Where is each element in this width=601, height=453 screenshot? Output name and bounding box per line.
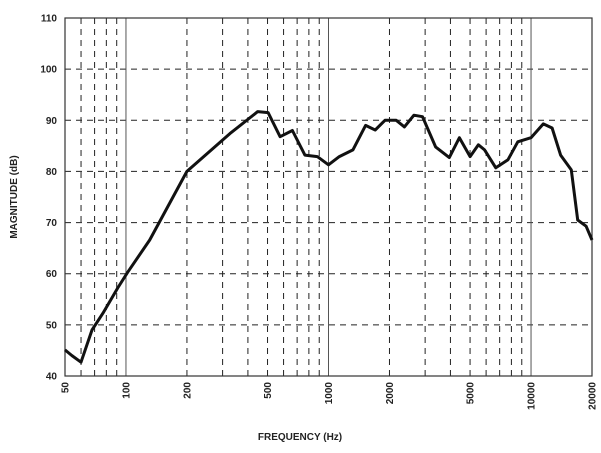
x-tick-label: 200: [182, 382, 193, 399]
x-tick-label: 50: [61, 382, 72, 394]
x-tick-label: 10000: [527, 382, 538, 410]
data-line: [64, 110, 594, 364]
x-tick-label: 500: [263, 382, 274, 399]
x-tick-label: 5000: [466, 382, 477, 405]
y-tick-label: 70: [46, 218, 58, 229]
y-axis-label: MAGNITUDE (dB): [9, 155, 20, 238]
y-tick-label: 80: [46, 167, 58, 178]
x-axis-label: FREQUENCY (Hz): [258, 432, 342, 443]
plot-frame: [64, 17, 593, 377]
y-tick-label: 90: [46, 116, 58, 127]
y-tick-label: 100: [40, 65, 57, 76]
x-tick-label: 100: [121, 382, 132, 399]
x-tick-label: 1000: [324, 382, 335, 405]
y-tick-label: 60: [46, 269, 58, 280]
x-tick-label: 2000: [385, 382, 396, 405]
x-tick-label: 20000: [588, 382, 599, 410]
y-tick-label: 40: [46, 372, 58, 383]
y-tick-label: 110: [41, 14, 58, 25]
y-tick-label: 50: [46, 320, 58, 331]
